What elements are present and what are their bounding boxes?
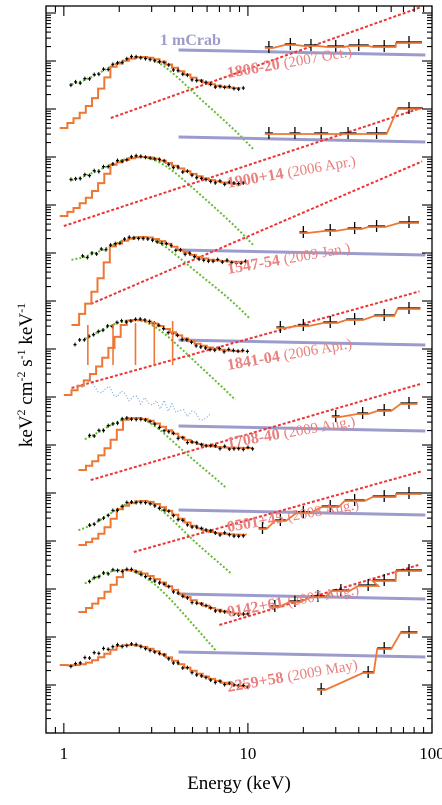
total-model-soft xyxy=(78,500,247,546)
source-name: 2259+58 xyxy=(226,669,289,696)
mcrab-reference-line xyxy=(178,48,426,57)
hard-component-curve xyxy=(90,382,423,481)
source-label-5: 1708-40 (2009 Aug.) xyxy=(226,413,357,452)
soft-component-curve xyxy=(71,155,255,246)
spectrum-panel-6 xyxy=(78,470,426,576)
spectra-panels xyxy=(59,6,426,695)
y-label-exp4: -1 xyxy=(14,303,28,313)
total-model-soft xyxy=(59,156,241,217)
reference-line-label: 1 mCrab xyxy=(160,32,221,49)
y-label-exp1: 2 xyxy=(14,409,28,415)
source-name: 0501+45 xyxy=(226,509,289,536)
spectrum-panel-7 xyxy=(78,564,426,652)
mcrab-reference-line xyxy=(178,338,426,347)
total-model-hard xyxy=(264,108,421,135)
total-model-hard xyxy=(317,632,418,691)
source-label-7: 0142+61 (2007 Aug.) xyxy=(226,581,361,621)
y-label-mid2: s xyxy=(16,359,37,371)
mcrab-reference-line xyxy=(178,592,426,601)
y-label-mid3: keV xyxy=(16,313,37,350)
source-date: (2009 Jan.) xyxy=(282,241,351,268)
x-tick-label: 10 xyxy=(239,744,256,763)
spectrum-panel-8 xyxy=(59,626,426,695)
source-label-3: 1547-54 (2009 Jan.) xyxy=(226,240,352,278)
source-date: (2007 Oct.) xyxy=(282,44,353,72)
source-date: (2007 Aug.) xyxy=(286,582,360,610)
y-label-exp2: -2 xyxy=(14,371,28,381)
hard-component-curve xyxy=(90,160,423,305)
source-name: 1708-40 xyxy=(226,425,285,452)
total-model-soft xyxy=(78,417,253,471)
x-tick-label: 1 xyxy=(60,744,69,763)
mcrab-reference-line xyxy=(178,650,426,659)
y-label-exp3: -1 xyxy=(14,349,28,359)
mcrab-reference-line xyxy=(178,135,426,144)
total-model-hard xyxy=(299,222,419,234)
soft-component-curve xyxy=(84,568,218,652)
source-date: (2009 Aug.) xyxy=(282,414,356,442)
total-model-hard xyxy=(270,570,422,608)
total-model-hard xyxy=(331,403,418,418)
spectrum-panel-4 xyxy=(63,290,426,401)
y-label-mid1: cm xyxy=(16,381,37,409)
x-axis-label: Energy (keV) xyxy=(187,773,291,794)
spectrum-panel-1 xyxy=(59,6,426,150)
source-label-1: 1806-20 (2007 Oct.) xyxy=(226,43,354,82)
total-model-soft xyxy=(71,236,247,326)
total-model-hard xyxy=(258,493,422,530)
source-date: (2006 Apr.) xyxy=(282,336,353,364)
hard-component-curve xyxy=(63,106,424,227)
mcrab-reference-line xyxy=(178,248,426,257)
source-label-8: 2259+58 (2009 May) xyxy=(226,656,359,696)
line-component-curve xyxy=(78,377,212,421)
source-date: (2009 May) xyxy=(286,657,359,685)
spectrum-panel-2 xyxy=(59,102,426,246)
line-components xyxy=(78,321,212,421)
total-model-hard xyxy=(276,308,421,329)
mcrab-reference-line xyxy=(178,424,426,433)
x-axis: 1 10 100 xyxy=(45,6,442,763)
spectrum-panel-5 xyxy=(78,382,426,489)
soft-component-curve xyxy=(84,319,237,401)
y-axis xyxy=(46,12,432,734)
source-label-6: 0501+45 (2008 Aug.) xyxy=(226,496,361,536)
total-model-soft xyxy=(78,569,247,616)
x-tick-label: 100 xyxy=(419,744,442,763)
y-label-base: keV xyxy=(16,415,37,447)
total-model-hard xyxy=(264,42,422,49)
source-label-2: 1900+14 (2006 Apr.) xyxy=(226,153,357,192)
spectrum-panel-3 xyxy=(71,160,426,326)
source-name: 0142+61 xyxy=(226,594,289,621)
total-model-soft xyxy=(59,56,241,129)
soft-component-curve xyxy=(71,55,255,150)
y-axis-label: keV2 cm-2 s-1 keV-1 xyxy=(14,303,37,447)
source-date: (2006 Apr.) xyxy=(286,154,357,182)
source-name: 1806-20 xyxy=(226,55,285,82)
soft-component-curve xyxy=(84,416,227,489)
hard-component-curve xyxy=(71,290,420,389)
source-name: 1547-54 xyxy=(226,251,285,278)
source-date: (2008 Aug.) xyxy=(286,497,360,525)
